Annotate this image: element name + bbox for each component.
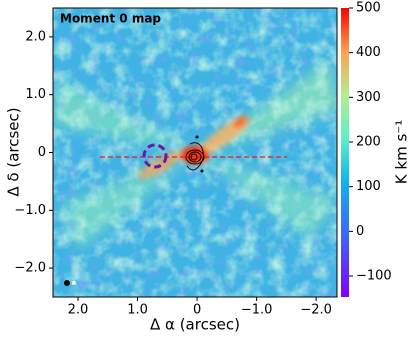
x-axis-label: Δ α (arcsec) bbox=[150, 316, 240, 334]
x-tick-label: 1.0 bbox=[127, 303, 148, 318]
x-tick-label: −2.0 bbox=[300, 303, 332, 318]
y-tick-label: 2.0 bbox=[25, 29, 46, 44]
y-axis-label: Δ δ (arcsec) bbox=[5, 107, 23, 196]
colorbar-tick-label: 500 bbox=[356, 1, 381, 16]
y-tick-label: 0 bbox=[38, 145, 46, 160]
y-tick-label: −2.0 bbox=[14, 261, 46, 276]
map-image bbox=[53, 8, 337, 297]
y-tick-label: 1.0 bbox=[25, 87, 46, 102]
x-tick-label: 2.0 bbox=[68, 303, 89, 318]
colorbar-tick-label: 300 bbox=[356, 90, 381, 105]
chart-title: Moment 0 map bbox=[60, 12, 161, 26]
colorbar-tick-label: 100 bbox=[356, 179, 381, 194]
x-tick-label: 0 bbox=[193, 303, 201, 318]
x-tick-label: −1.0 bbox=[241, 303, 273, 318]
colorbar-tick-label: 400 bbox=[356, 45, 381, 60]
colorbar bbox=[341, 8, 349, 297]
colorbar-tick-label: 200 bbox=[356, 135, 381, 150]
colorbar-tick-label: 0 bbox=[356, 224, 364, 239]
colorbar-label: K km s⁻¹ bbox=[393, 120, 411, 184]
y-tick-label: −1.0 bbox=[14, 203, 46, 218]
colorbar-tick-label: −100 bbox=[356, 269, 392, 284]
